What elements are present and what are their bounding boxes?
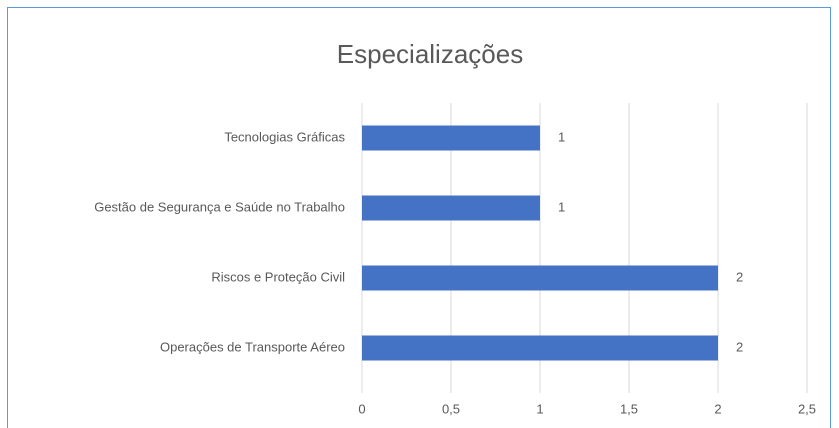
value-label: 2 [736,339,743,354]
value-label: 1 [558,129,565,144]
chart-border [7,7,831,428]
value-label: 2 [736,269,743,284]
x-tick-label: 1 [536,401,543,416]
y-tick-label: Gestão de Segurança e Saúde no Trabalho [94,199,345,214]
value-label: 1 [558,199,565,214]
bar [362,265,718,291]
bar [362,195,540,221]
bar [362,335,718,361]
y-tick-label: Tecnologias Gráficas [224,129,345,144]
x-tick-label: 1,5 [620,401,638,416]
x-tick-label: 2,5 [798,401,816,416]
x-tick-label: 0 [358,401,365,416]
y-tick-label: Riscos e Proteção Civil [211,269,345,284]
bar [362,125,540,151]
x-tick-label: 0,5 [442,401,460,416]
y-tick-label: Operações de Transporte Aéreo [160,339,345,354]
x-tick-label: 2 [714,401,721,416]
chart-title: Especializações [337,39,523,69]
